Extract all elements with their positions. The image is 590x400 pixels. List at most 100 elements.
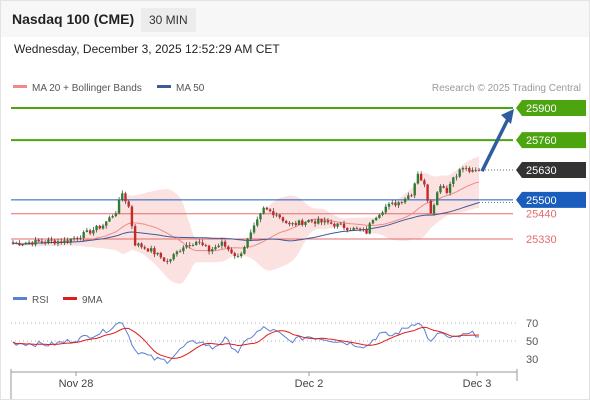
candle bbox=[95, 224, 98, 233]
candle bbox=[410, 193, 413, 198]
candle-body bbox=[127, 201, 130, 207]
candle bbox=[24, 241, 28, 245]
candle-body bbox=[384, 206, 387, 213]
candle bbox=[439, 184, 442, 195]
candle-body bbox=[166, 261, 169, 262]
candle bbox=[40, 238, 44, 245]
candle-body bbox=[149, 248, 153, 252]
candle bbox=[259, 212, 262, 223]
candle-body bbox=[217, 245, 220, 248]
candle-body bbox=[143, 247, 146, 249]
last-price-tag-shape bbox=[516, 162, 586, 179]
osc-legend-swatch bbox=[63, 297, 77, 300]
candle bbox=[82, 230, 85, 241]
candle bbox=[458, 168, 461, 178]
projection-arrow-head bbox=[501, 109, 514, 124]
candle bbox=[262, 206, 265, 215]
candle-body bbox=[442, 186, 445, 188]
candle-body bbox=[397, 202, 400, 206]
candle-body bbox=[88, 230, 92, 234]
candle-body bbox=[339, 223, 343, 225]
candle-body bbox=[419, 173, 423, 181]
candle-body bbox=[474, 169, 477, 171]
candle-body bbox=[76, 237, 79, 239]
candle-body bbox=[432, 204, 436, 214]
candle bbox=[426, 183, 429, 203]
candle-body bbox=[349, 230, 352, 231]
candle bbox=[407, 192, 410, 200]
candle-body bbox=[101, 225, 105, 229]
candle bbox=[291, 222, 294, 227]
candle-body bbox=[278, 214, 281, 218]
candle-body bbox=[426, 184, 429, 201]
candle bbox=[211, 246, 214, 255]
candle bbox=[172, 252, 175, 261]
candle bbox=[313, 219, 317, 227]
candle-body bbox=[333, 223, 336, 227]
candle-body bbox=[445, 187, 449, 193]
candle bbox=[124, 191, 127, 205]
candle-body bbox=[252, 225, 256, 233]
candle bbox=[355, 226, 359, 230]
candle bbox=[153, 246, 156, 258]
candle-body bbox=[297, 220, 301, 225]
candle bbox=[252, 222, 256, 235]
level-tag-text: 25500 bbox=[526, 195, 557, 207]
candle-body bbox=[69, 238, 73, 243]
timeframe-button[interactable]: 30 MIN bbox=[141, 8, 196, 32]
candle bbox=[243, 245, 246, 255]
candle bbox=[445, 185, 449, 195]
candle bbox=[368, 221, 371, 235]
candle-body bbox=[117, 199, 121, 214]
candle-body bbox=[40, 241, 44, 243]
candle-body bbox=[223, 241, 227, 247]
candle-body bbox=[346, 228, 349, 231]
level-tag-25760: 25760 bbox=[516, 132, 586, 149]
candle bbox=[394, 200, 397, 208]
candle-body bbox=[56, 241, 60, 244]
candle bbox=[114, 210, 118, 218]
candle bbox=[429, 199, 432, 214]
candle-body bbox=[124, 193, 127, 202]
candle-body bbox=[239, 253, 243, 257]
candle bbox=[349, 227, 352, 231]
candle bbox=[98, 224, 101, 230]
candle-body bbox=[410, 195, 413, 197]
candle-body bbox=[326, 220, 330, 223]
candle bbox=[301, 218, 304, 227]
candle-body bbox=[307, 220, 310, 223]
candle-body bbox=[230, 249, 233, 254]
candle bbox=[236, 253, 240, 258]
candle-body bbox=[79, 238, 82, 239]
candle bbox=[117, 197, 121, 215]
candle-body bbox=[153, 248, 156, 255]
x-tick-label: Dec 3 bbox=[463, 378, 492, 390]
candle-body bbox=[111, 216, 114, 218]
osc-legend-label: 9MA bbox=[82, 295, 103, 306]
candle bbox=[281, 216, 285, 223]
candle bbox=[400, 201, 404, 205]
candle bbox=[182, 245, 185, 255]
candle-body bbox=[43, 242, 47, 243]
candle-body bbox=[458, 169, 461, 177]
candle bbox=[448, 181, 452, 196]
candle bbox=[18, 240, 21, 246]
legend-swatch bbox=[157, 85, 171, 88]
candle bbox=[403, 197, 407, 205]
candle-body bbox=[352, 227, 355, 231]
candle-body bbox=[121, 193, 124, 200]
candle bbox=[130, 204, 134, 230]
candle bbox=[246, 237, 249, 249]
level-tag-25500: 25500 bbox=[516, 191, 586, 208]
candle bbox=[413, 182, 416, 199]
candle bbox=[143, 245, 146, 250]
candle bbox=[275, 212, 278, 218]
candle bbox=[185, 241, 188, 249]
level-label-25440: 25440 bbox=[526, 209, 557, 221]
candle-body bbox=[130, 206, 134, 227]
rsi-ma-line bbox=[12, 326, 480, 359]
candle-body bbox=[37, 239, 40, 242]
candle bbox=[362, 227, 365, 232]
candle bbox=[194, 240, 198, 246]
